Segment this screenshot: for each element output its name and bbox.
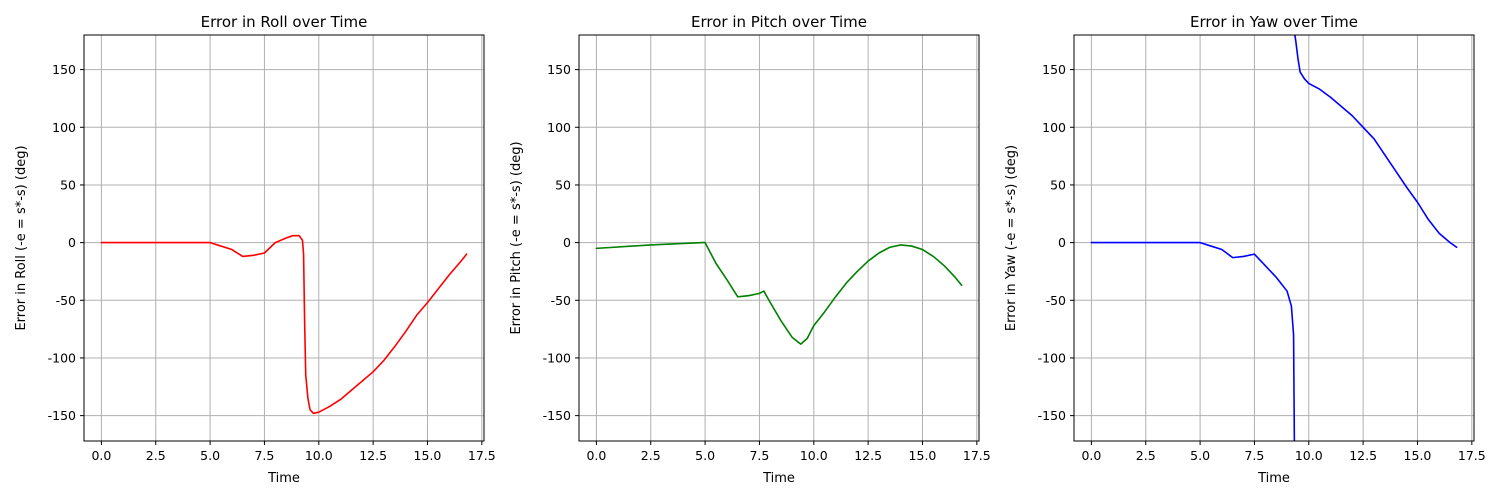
series-line — [595, 241, 963, 345]
y-tick-label: -50 — [1046, 293, 1066, 308]
x-tick-label: 5.0 — [695, 448, 715, 463]
y-tick-label: 100 — [52, 120, 76, 135]
plot-frame — [578, 34, 980, 442]
x-tick-label: 15.0 — [1404, 448, 1432, 463]
y-tick-label: 150 — [1042, 62, 1066, 77]
x-tick-label: 7.5 — [1244, 448, 1264, 463]
y-tick-label: -50 — [551, 293, 571, 308]
chart-title: Error in Yaw over Time — [1190, 13, 1358, 31]
y-tick-label: -100 — [48, 350, 76, 365]
chart-title: Error in Roll over Time — [201, 13, 368, 31]
series-line — [1293, 35, 1458, 249]
x-tick-label: 0.0 — [91, 448, 111, 463]
y-tick-label: 100 — [547, 120, 571, 135]
x-tick-label: 12.5 — [854, 448, 882, 463]
y-axis-label: Error in Pitch (-e = s*-s) (deg) — [509, 141, 524, 334]
x-tick-label: 12.5 — [1349, 448, 1377, 463]
x-axis-label: Time — [267, 471, 300, 486]
x-tick-label: 0.0 — [586, 448, 606, 463]
plot-frame — [1073, 34, 1475, 442]
x-tick-label: 17.5 — [468, 448, 496, 463]
y-tick-label: -150 — [543, 408, 571, 423]
x-tick-label: 10.0 — [1295, 448, 1323, 463]
y-tick-label: 0 — [68, 235, 76, 250]
y-tick-label: -150 — [1038, 408, 1066, 423]
x-tick-label: 17.5 — [1458, 448, 1486, 463]
x-axis-label: Time — [1257, 471, 1290, 486]
x-tick-label: 15.0 — [414, 448, 442, 463]
x-tick-label: 5.0 — [200, 448, 220, 463]
y-tick-label: 0 — [1058, 235, 1066, 250]
series-line — [1090, 241, 1296, 441]
y-tick-label: 150 — [52, 62, 76, 77]
chart-panel-2: 0.0 2.5 5.0 7.5 10.0 12.5 15.0 17.5 -150 -100 -50 0… — [509, 13, 991, 486]
x-tick-label: 15.0 — [909, 448, 937, 463]
y-tick-label: -50 — [56, 293, 76, 308]
x-tick-label: 0.0 — [1081, 448, 1101, 463]
x-tick-label: 5.0 — [1190, 448, 1210, 463]
x-axis-label: Time — [762, 471, 795, 486]
x-tick-label: 7.5 — [254, 448, 274, 463]
y-tick-label: 50 — [1050, 177, 1066, 192]
x-tick-label: 10.0 — [800, 448, 828, 463]
x-tick-label: 17.5 — [963, 448, 991, 463]
x-tick-label: 12.5 — [359, 448, 387, 463]
y-axis-label: Error in Roll (-e = s*-s) (deg) — [14, 145, 29, 330]
y-tick-label: -150 — [48, 408, 76, 423]
x-tick-label: 2.5 — [146, 448, 166, 463]
x-tick-label: 7.5 — [749, 448, 769, 463]
y-tick-label: 150 — [547, 62, 571, 77]
y-tick-label: 50 — [555, 177, 571, 192]
y-tick-label: -100 — [1038, 350, 1066, 365]
y-tick-label: 0 — [563, 235, 571, 250]
x-tick-label: 2.5 — [641, 448, 661, 463]
y-tick-label: -100 — [543, 350, 571, 365]
x-tick-label: 10.0 — [305, 448, 333, 463]
y-tick-label: 50 — [60, 177, 76, 192]
chart-panel-1: 0.0 2.5 5.0 7.5 10.0 12.5 15.0 17.5 -150 -100 -50 0… — [14, 13, 496, 486]
chart-panel-3: 0.0 2.5 5.0 7.5 10.0 12.5 15.0 17.5 -150 -100 -50 0… — [1004, 13, 1486, 486]
y-tick-label: 100 — [1042, 120, 1066, 135]
plot-frame — [83, 34, 485, 442]
chart-title: Error in Pitch over Time — [691, 13, 867, 31]
x-tick-label: 2.5 — [1136, 448, 1156, 463]
y-axis-label: Error in Yaw (-e = s*-s) (deg) — [1004, 145, 1019, 331]
series-line — [100, 234, 468, 415]
